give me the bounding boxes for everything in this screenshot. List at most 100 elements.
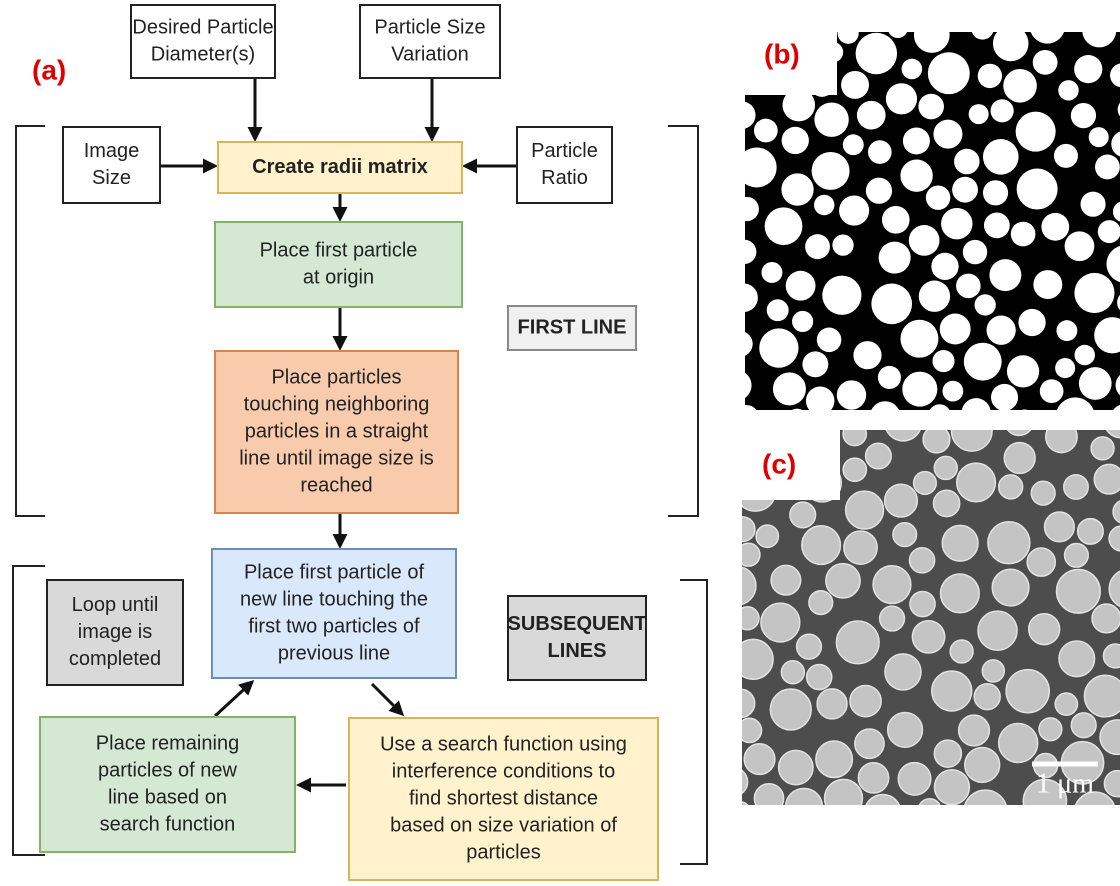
box-text: interference conditions to xyxy=(392,760,615,782)
particle xyxy=(754,784,783,813)
box-text: Size xyxy=(92,167,131,189)
particle xyxy=(984,212,1010,238)
particle xyxy=(822,276,861,315)
flow-box xyxy=(63,127,160,203)
particle xyxy=(964,790,1007,833)
box-text: line based on xyxy=(108,786,227,808)
particle xyxy=(736,607,759,630)
particle xyxy=(797,634,822,659)
particle xyxy=(805,234,830,259)
particle xyxy=(986,316,1015,345)
box-text: particles xyxy=(466,841,540,863)
particle xyxy=(817,328,842,353)
particle xyxy=(855,729,884,758)
particle xyxy=(728,101,756,129)
particle xyxy=(988,522,1030,564)
particle xyxy=(912,621,944,653)
particle xyxy=(814,102,848,136)
box-text: SUBSEQUENT xyxy=(508,613,647,635)
particle xyxy=(761,262,782,283)
particle xyxy=(759,328,798,367)
particle xyxy=(868,140,892,164)
particle xyxy=(941,574,980,613)
flow-box xyxy=(508,596,646,680)
particle xyxy=(786,271,816,301)
particle xyxy=(838,23,859,44)
particle xyxy=(1016,112,1056,152)
particle xyxy=(825,779,863,817)
particle xyxy=(737,147,777,187)
particle xyxy=(898,763,931,796)
box-text: reached xyxy=(300,474,372,496)
particle xyxy=(802,526,841,565)
particle xyxy=(727,689,755,717)
particle xyxy=(910,548,935,573)
particle xyxy=(761,603,800,642)
particle xyxy=(844,531,877,564)
particle xyxy=(781,661,804,684)
particle xyxy=(734,405,759,430)
particle xyxy=(882,206,910,234)
particle xyxy=(902,372,937,407)
particle xyxy=(1011,222,1036,247)
particle xyxy=(836,621,879,664)
particle xyxy=(928,52,970,94)
particle xyxy=(792,311,813,332)
particle xyxy=(893,523,917,547)
particle xyxy=(870,401,901,432)
particle xyxy=(878,366,901,389)
particle xyxy=(817,689,847,719)
particle xyxy=(737,543,760,566)
particle xyxy=(1084,675,1120,717)
particle xyxy=(790,502,816,528)
particle xyxy=(1089,127,1109,147)
particle xyxy=(932,671,972,711)
particle xyxy=(942,381,963,402)
particle xyxy=(812,152,850,190)
flow-box xyxy=(517,127,612,203)
particle xyxy=(1033,50,1058,75)
flow-box xyxy=(215,222,462,307)
particle xyxy=(880,606,905,631)
particle xyxy=(900,159,932,191)
particle xyxy=(837,380,866,409)
particle xyxy=(1030,8,1066,44)
particle xyxy=(978,64,1002,88)
panel-label: (b) xyxy=(764,38,800,69)
particle xyxy=(1017,169,1058,210)
figure: Desired ParticleDiameter(s)Particle Size… xyxy=(0,0,1120,886)
particle xyxy=(717,566,756,605)
particle xyxy=(959,715,990,746)
particle xyxy=(858,763,888,793)
particle xyxy=(1065,543,1089,567)
particle xyxy=(802,351,828,377)
particle xyxy=(999,475,1023,499)
particle xyxy=(1065,231,1095,261)
particle xyxy=(1004,443,1035,474)
particle xyxy=(781,173,813,205)
particle xyxy=(733,639,773,679)
particle xyxy=(1056,320,1077,341)
particle xyxy=(978,611,1017,650)
particle xyxy=(975,294,996,315)
particle xyxy=(1057,569,1101,613)
particle xyxy=(857,101,886,130)
particle xyxy=(809,591,833,615)
particle xyxy=(1059,641,1095,677)
particle xyxy=(873,566,911,604)
particle xyxy=(909,225,940,256)
particle xyxy=(846,491,884,529)
particle xyxy=(756,525,778,547)
particle xyxy=(832,234,853,255)
particle xyxy=(1033,270,1062,299)
particle xyxy=(910,591,935,616)
box-text: Loop until xyxy=(72,594,159,616)
particle xyxy=(1040,379,1064,403)
particle xyxy=(983,139,1019,175)
particle xyxy=(933,120,962,149)
particle xyxy=(773,372,806,405)
particle xyxy=(1055,358,1075,378)
box-text: Place particles xyxy=(271,366,401,388)
particle xyxy=(1071,713,1096,738)
particle xyxy=(900,320,938,358)
